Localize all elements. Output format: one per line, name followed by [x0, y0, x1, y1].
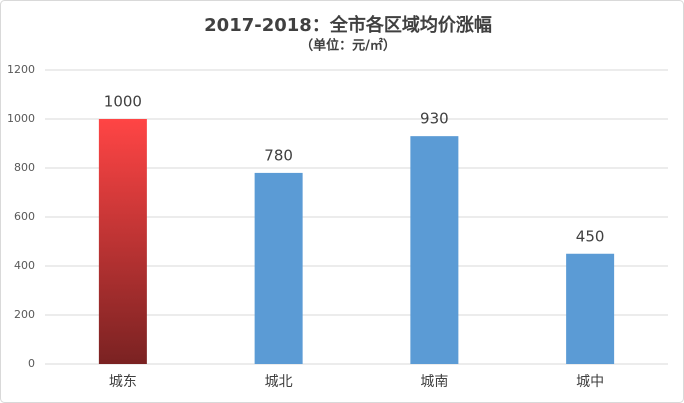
data-label: 1000: [104, 93, 142, 111]
x-tick-label: 城中: [576, 374, 604, 390]
y-tick-label: 0: [28, 357, 35, 370]
data-label: 780: [264, 146, 293, 164]
bar: [410, 136, 459, 364]
data-label: 930: [420, 110, 449, 128]
y-tick-label: 800: [14, 161, 35, 174]
y-tick-label: 400: [14, 259, 35, 272]
bar: [566, 253, 615, 364]
y-tick-label: 1000: [7, 112, 35, 125]
bar: [98, 119, 147, 364]
data-label: 450: [576, 227, 605, 245]
bar: [254, 172, 303, 364]
x-tick-label: 城东: [109, 374, 137, 390]
x-tick-label: 城北: [265, 374, 293, 390]
chart-title: 2017-2018：全市各区域均价涨幅: [204, 14, 492, 36]
y-tick-label: 200: [14, 308, 35, 321]
y-tick-label: 1200: [7, 63, 35, 76]
chart-subtitle: （单位：元/㎡）: [300, 38, 396, 54]
y-tick-label: 600: [14, 210, 35, 223]
x-tick-label: 城南: [420, 374, 448, 390]
